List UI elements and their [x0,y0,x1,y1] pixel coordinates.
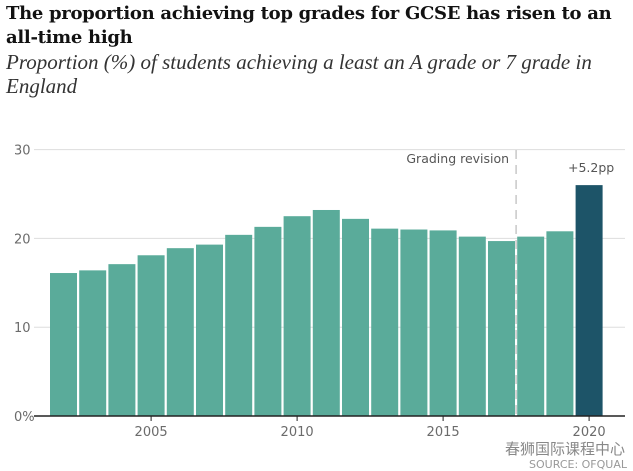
bar-2003 [79,270,107,416]
bar-2016 [458,236,486,416]
highlight-label: +5.2pp [568,160,614,175]
y-tick-label: 20 [14,232,31,247]
bar-2009 [254,226,282,416]
x-tick-label: 2020 [573,425,606,440]
bar-2017 [488,241,515,416]
bar-2006 [166,248,194,416]
bar-2015 [429,230,457,416]
bar-2019 [546,231,574,416]
x-tick-label: 2015 [427,425,460,440]
x-tick-label: 2010 [281,425,314,440]
watermark: 春狮国际课程中心 [504,440,625,458]
bar-2018 [517,236,545,416]
y-tick-label: 30 [14,144,31,159]
bar-2005 [137,255,165,416]
bar-2012 [342,218,369,416]
y-tick-label: 0% [14,410,35,425]
source-note: SOURCE: OFQUAL [529,458,627,471]
bar-2008 [225,234,253,416]
chart-subtitle: Proportion (%) of students achieving a l… [6,50,592,98]
bar-2014 [400,229,428,416]
bar-2002 [50,273,77,416]
bar-2011 [312,209,340,416]
x-tick-label: 2005 [135,425,168,440]
bar-2020 [575,185,603,416]
y-tick-label: 10 [14,321,31,336]
bar-2010 [283,216,311,416]
chart-title: The proportion achieving top grades for … [6,3,612,48]
bar-2004 [108,264,136,416]
bar-2013 [371,228,399,416]
bar-2007 [196,244,223,416]
grading-revision-label: Grading revision [406,151,509,166]
